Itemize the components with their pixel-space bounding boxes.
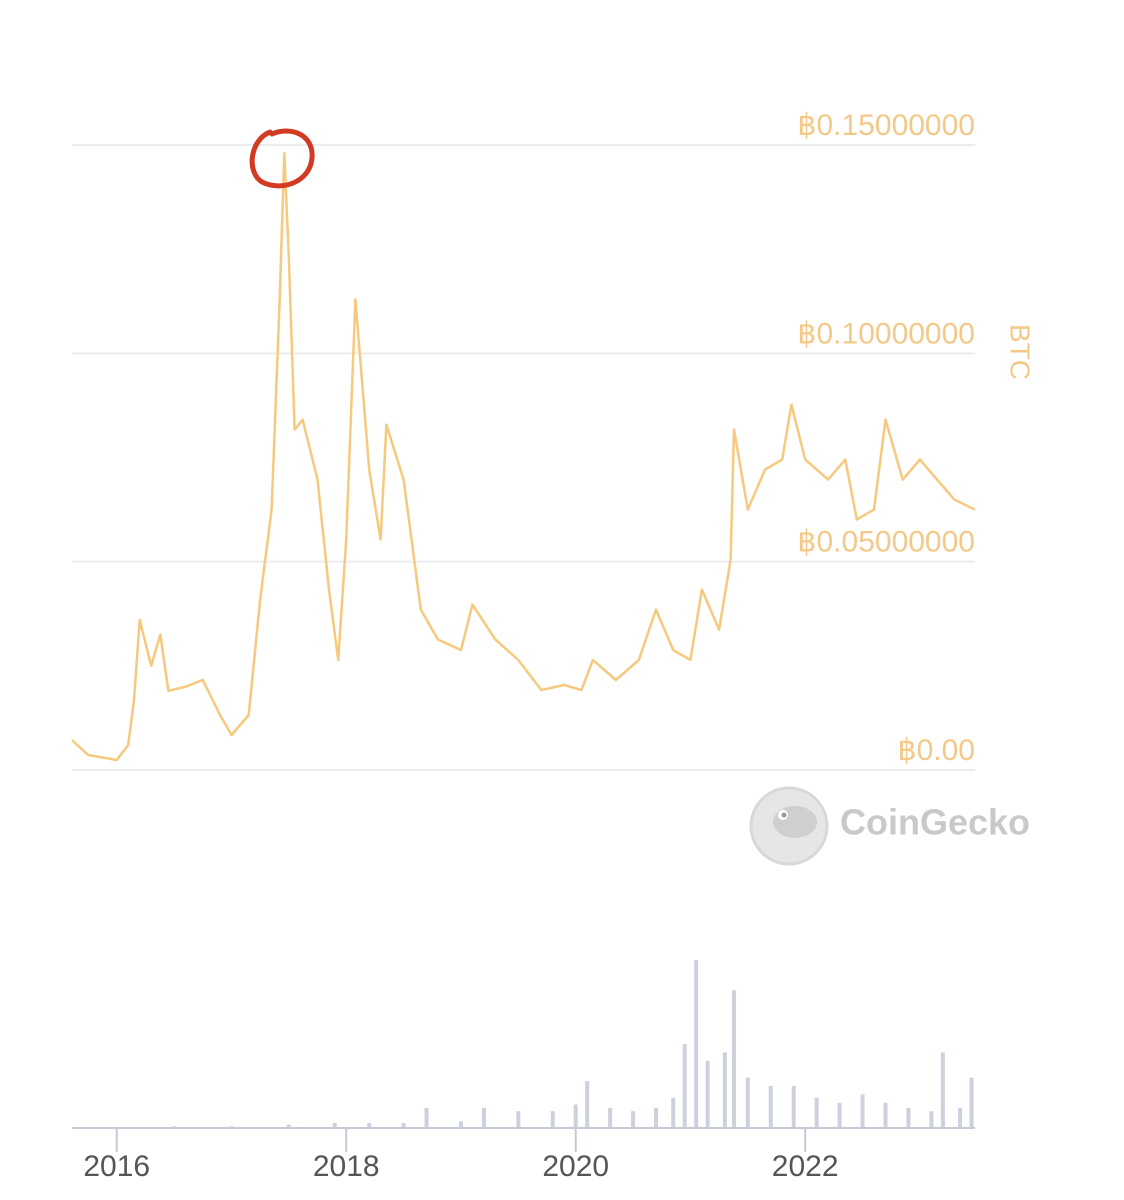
volume-bar <box>722 1052 727 1128</box>
x-tick-label: 2016 <box>83 1150 150 1183</box>
volume-bar <box>367 1122 372 1128</box>
volume-bar <box>631 1111 636 1128</box>
x-tick-label: 2020 <box>542 1150 609 1183</box>
volume-bar <box>940 1052 945 1128</box>
volume-bar <box>860 1094 865 1128</box>
volume-bar <box>958 1107 963 1128</box>
volume-bar <box>906 1107 911 1128</box>
volume-bar <box>814 1097 819 1128</box>
plot: ฿0.00 ฿0.05000000 ฿0.10000000 ฿0.15000000 20… <box>71 109 976 1183</box>
volume-bar <box>682 1044 687 1128</box>
annotation-circle <box>249 128 315 189</box>
volume-bar <box>694 960 699 1128</box>
y-axis-label: BTC <box>1005 324 1036 380</box>
y-tick-label: ฿0.10000000 <box>797 317 975 350</box>
volume-bar <box>286 1124 291 1128</box>
volume-bar <box>883 1102 888 1128</box>
volume-bar <box>481 1107 486 1128</box>
volume-bar <box>573 1104 578 1128</box>
y-tick-label: ฿0.05000000 <box>797 526 975 559</box>
x-tick-label: 2018 <box>313 1150 380 1183</box>
volume-bar <box>585 1080 590 1128</box>
y-tick-label: ฿0.15000000 <box>797 109 975 142</box>
watermark-logo <box>749 786 829 866</box>
volume-bar <box>732 990 737 1128</box>
volume-bar <box>969 1077 974 1128</box>
x-tick-label: 2022 <box>772 1150 839 1183</box>
volume-bar <box>401 1122 406 1128</box>
volume-bar <box>791 1086 796 1128</box>
volume-bar <box>516 1111 521 1128</box>
volume-bar <box>654 1107 659 1128</box>
price-line <box>71 152 976 762</box>
volume-bar <box>671 1097 676 1128</box>
volume-bar <box>608 1107 613 1128</box>
volume-bar <box>550 1111 555 1128</box>
watermark: CoinGecko <box>840 802 1030 843</box>
volume-bar <box>768 1086 773 1128</box>
volume-bar <box>705 1060 710 1128</box>
y-tick-label: ฿0.00 <box>898 734 975 767</box>
volume-bar <box>458 1121 463 1128</box>
volume-bar <box>929 1111 934 1128</box>
volume-bar <box>837 1102 842 1128</box>
volume-bar <box>332 1122 337 1128</box>
volume-bar <box>424 1107 429 1128</box>
volume-bar <box>745 1077 750 1128</box>
